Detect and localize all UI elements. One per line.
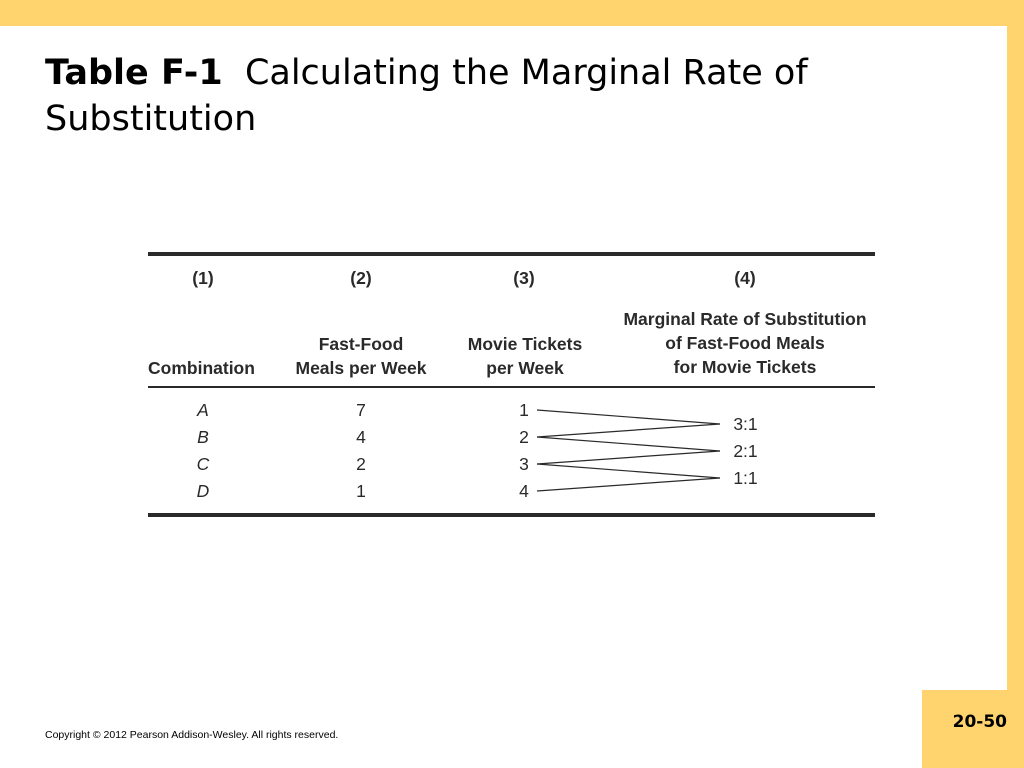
slide-title: Table F-1 Calculating the Marginal Rate … [45,50,945,142]
table-header-rule [148,386,875,388]
mrs-value-3: 1:1 [733,468,758,488]
header-mrs-line2: of Fast-Food Meals [665,333,825,353]
page-number-box: 20-50 [922,690,1024,768]
connector-4-to-1:1 [536,477,721,492]
header-mrs-line3: for Movie Tickets [673,357,817,377]
column-number-4: (4) [734,268,756,288]
connector-3-to-1:1 [536,463,721,479]
row-c-combination: C [196,454,210,474]
title-text: Calculating the Marginal Rate of Substit… [45,53,808,139]
header-meals-line2: Meals per Week [295,358,427,378]
connector-3-to-2:1 [536,450,721,465]
row-a-meals: 7 [356,400,366,420]
connector-1-to-3:1 [536,409,721,425]
row-a-tickets: 1 [519,400,529,420]
row-b-tickets: 2 [519,427,529,447]
row-d-combination: D [196,481,210,501]
title-label: Table F-1 [45,53,223,93]
row-a-combination: A [197,400,209,420]
row-c-tickets: 3 [519,454,529,474]
column-number-3: (3) [513,268,535,288]
top-border [0,0,1024,26]
row-b-combination: B [197,427,209,447]
mrs-value-2: 2:1 [733,441,758,461]
row-b-meals: 4 [356,427,366,447]
connector-2-to-3:1 [536,423,721,438]
header-mrs-line1: Marginal Rate of Substitution [623,309,867,329]
row-d-tickets: 4 [519,481,529,501]
right-border [1007,0,1024,768]
mrs-value-1: 3:1 [733,414,758,434]
table-top-rule [148,252,875,256]
table-bottom-rule [148,513,875,517]
mrs-table: (1) (2) (3) (4) Combination Fast-Food Me… [148,252,875,518]
row-c-meals: 2 [356,454,366,474]
header-tickets-line2: per Week [486,358,564,378]
copyright-notice: Copyright © 2012 Pearson Addison-Wesley.… [45,729,339,741]
page-number: 20-50 [952,712,1007,732]
column-number-2: (2) [350,268,372,288]
header-tickets-line1: Movie Tickets [467,334,583,354]
mrs-connector-lines [536,409,721,492]
connector-2-to-2:1 [536,436,721,452]
row-d-meals: 1 [356,481,366,501]
header-meals-line1: Fast-Food [318,334,404,354]
column-number-1: (1) [192,268,214,288]
header-combination: Combination [148,358,255,378]
